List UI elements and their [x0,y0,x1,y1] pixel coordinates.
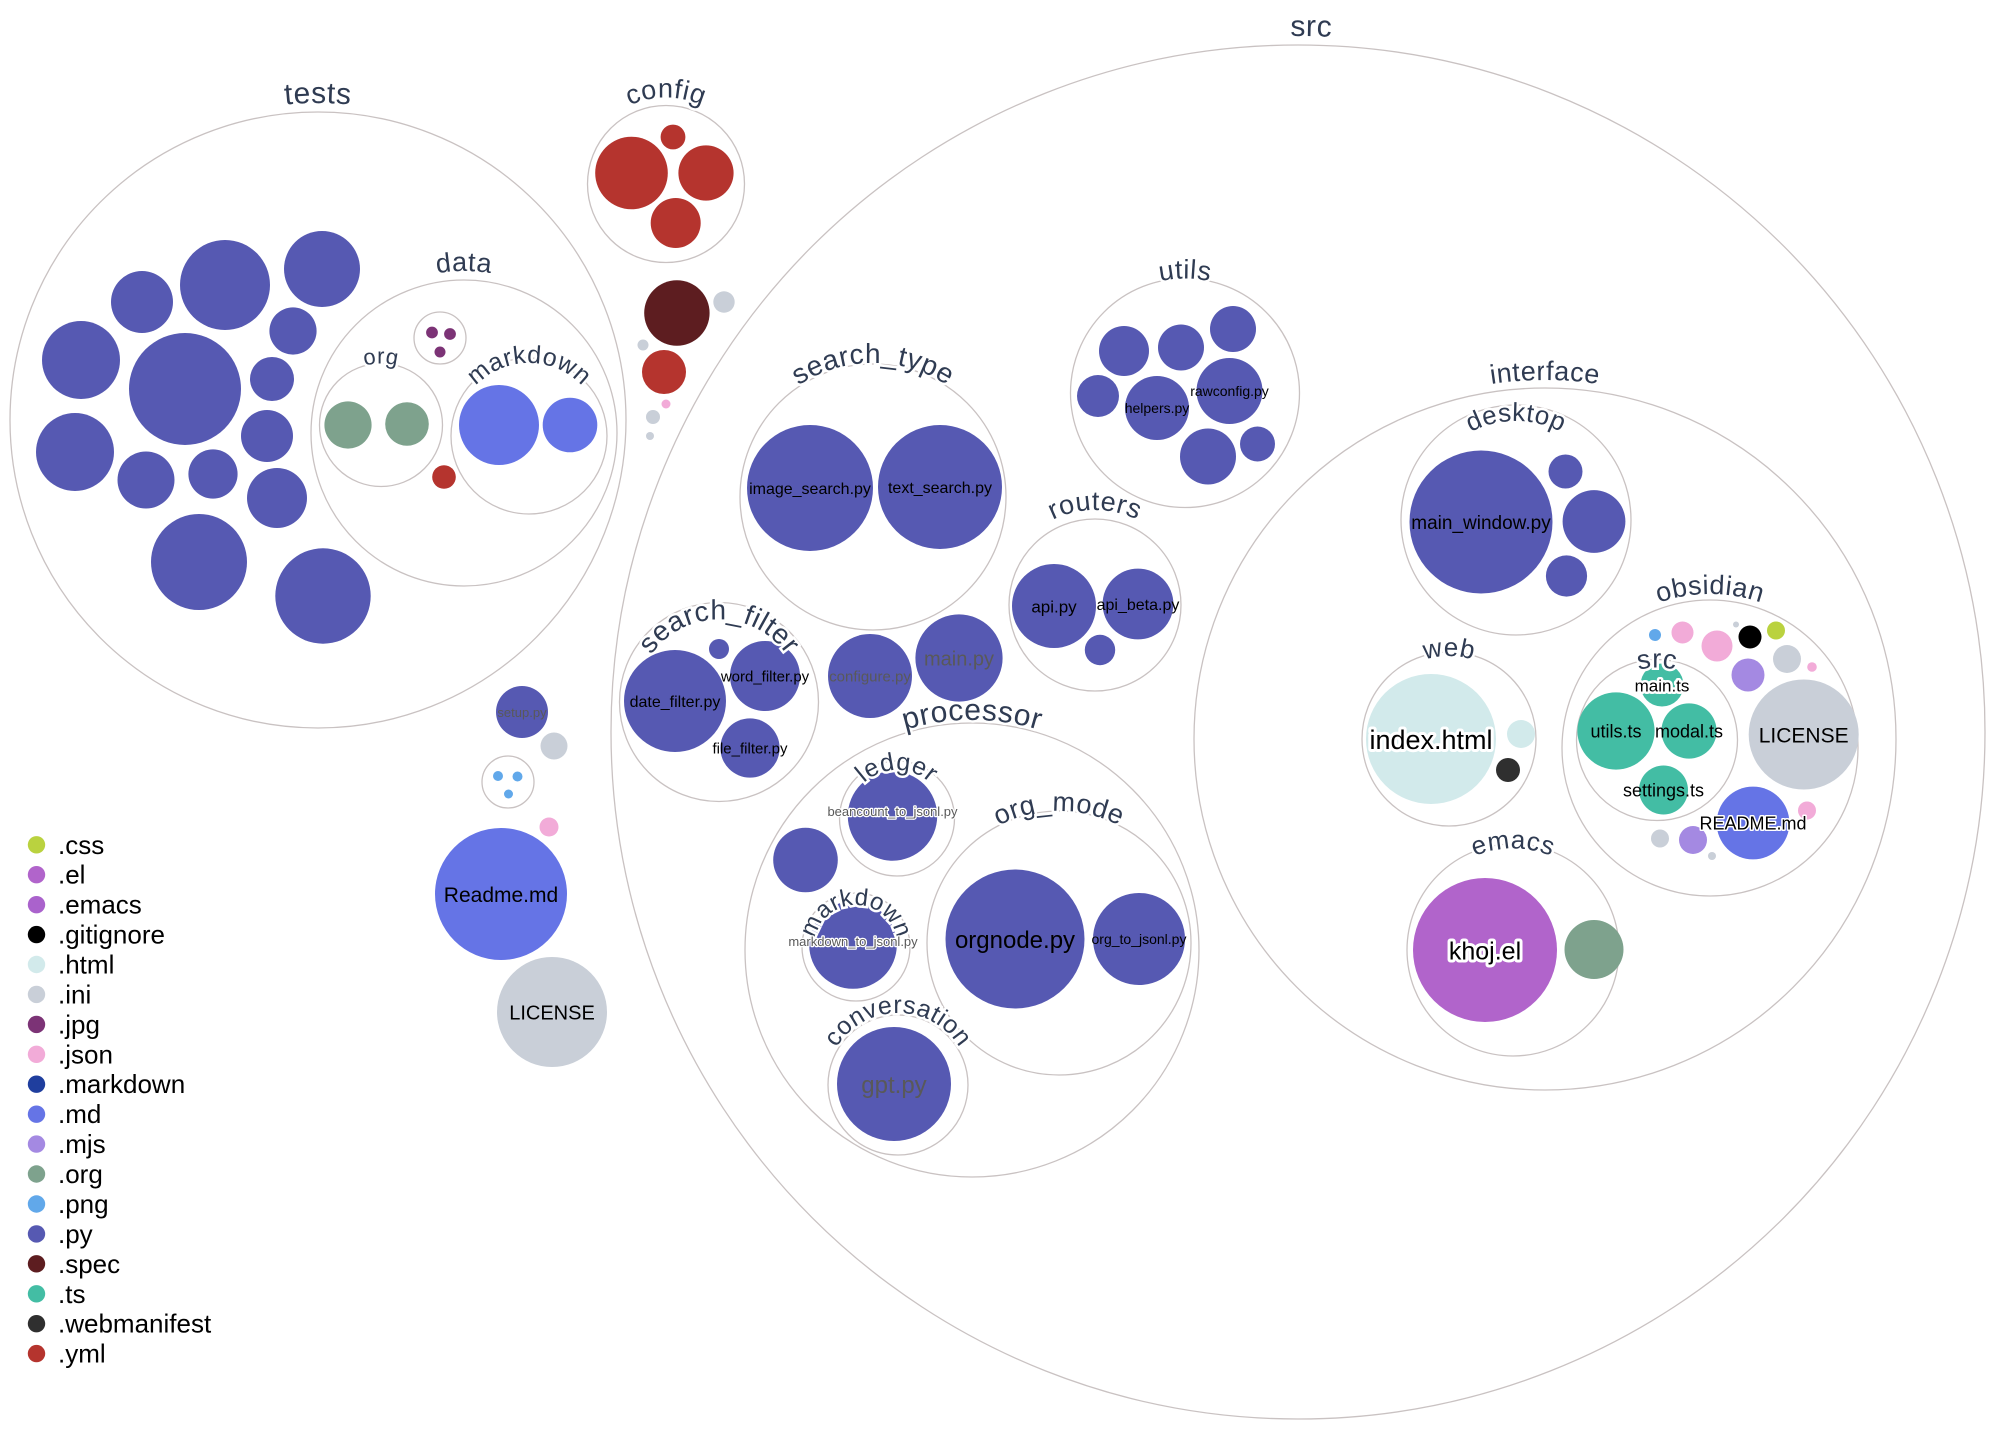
svg-text:Readme.md: Readme.md [444,884,558,907]
svg-text:.html: .html [58,950,114,980]
svg-text:configure.py: configure.py [829,669,911,686]
svg-text:org: org [361,343,401,370]
svg-text:org_to_jsonl.py: org_to_jsonl.py [1092,931,1187,947]
svg-text:web: web [1419,632,1478,665]
svg-text:helpers.py: helpers.py [1125,400,1190,416]
svg-text:.png: .png [58,1189,109,1219]
svg-text:main_window.py: main_window.py [1411,513,1551,534]
svg-text:src: src [1290,10,1332,44]
svg-text:file_filter.py: file_filter.py [712,741,788,758]
svg-text:word_filter.py: word_filter.py [720,669,810,686]
svg-text:LICENSE: LICENSE [1759,724,1849,747]
svg-text:obsidian: obsidian [1652,570,1768,609]
svg-text:search_type: search_type [786,338,961,391]
svg-text:image_search.py: image_search.py [749,481,871,498]
svg-text:.org: .org [58,1159,103,1189]
svg-text:markdown_to_jsonl.py: markdown_to_jsonl.py [788,934,918,949]
svg-text:utils.ts: utils.ts [1590,722,1641,742]
svg-text:interface: interface [1488,356,1602,390]
svg-text:data: data [434,247,495,279]
svg-text:.gitignore: .gitignore [58,920,165,950]
svg-text:.mjs: .mjs [58,1129,106,1159]
svg-text:rawconfig.py: rawconfig.py [1190,383,1269,399]
svg-text:.markdown: .markdown [58,1069,185,1099]
svg-text:orgnode.py: orgnode.py [955,927,1075,954]
svg-text:desktop: desktop [1461,397,1571,438]
svg-text:main.ts: main.ts [1635,676,1690,695]
svg-text:README.md: README.md [1699,814,1806,834]
svg-text:.webmanifest: .webmanifest [58,1309,212,1339]
svg-text:emacs: emacs [1467,824,1559,861]
svg-text:.md: .md [58,1099,101,1129]
svg-text:.yml: .yml [58,1339,106,1369]
svg-text:LICENSE: LICENSE [509,1002,595,1024]
svg-text:utils: utils [1156,254,1214,287]
svg-text:.el: .el [58,860,85,890]
svg-text:khoj.el: khoj.el [1449,937,1521,965]
svg-text:beancount_to_jsonl.py: beancount_to_jsonl.py [827,804,958,819]
svg-text:.spec: .spec [58,1249,120,1279]
svg-text:index.html: index.html [1369,725,1492,755]
svg-text:modal.ts: modal.ts [1655,722,1723,742]
svg-text:.css: .css [58,830,104,860]
svg-text:settings.ts: settings.ts [1623,781,1704,801]
svg-text:gpt.py: gpt.py [861,1072,926,1099]
svg-text:text_search.py: text_search.py [888,480,992,497]
svg-text:date_filter.py: date_filter.py [630,694,721,711]
svg-text:.ts: .ts [58,1279,85,1309]
svg-text:src: src [1635,644,1680,676]
svg-text:.ini: .ini [58,979,91,1009]
svg-text:api.py: api.py [1031,597,1077,616]
svg-text:org_mode: org_mode [989,787,1130,831]
svg-text:.py: .py [58,1219,93,1249]
svg-text:tests: tests [283,77,353,112]
svg-text:.jpg: .jpg [58,1009,100,1039]
svg-text:main.py: main.py [924,648,994,670]
svg-text:api_beta.py: api_beta.py [1097,597,1180,614]
svg-text:markdown: markdown [462,341,598,391]
svg-text:.emacs: .emacs [58,890,142,920]
svg-text:.json: .json [58,1039,113,1069]
svg-text:setup.py: setup.py [497,705,547,720]
svg-text:processor: processor [898,694,1046,737]
